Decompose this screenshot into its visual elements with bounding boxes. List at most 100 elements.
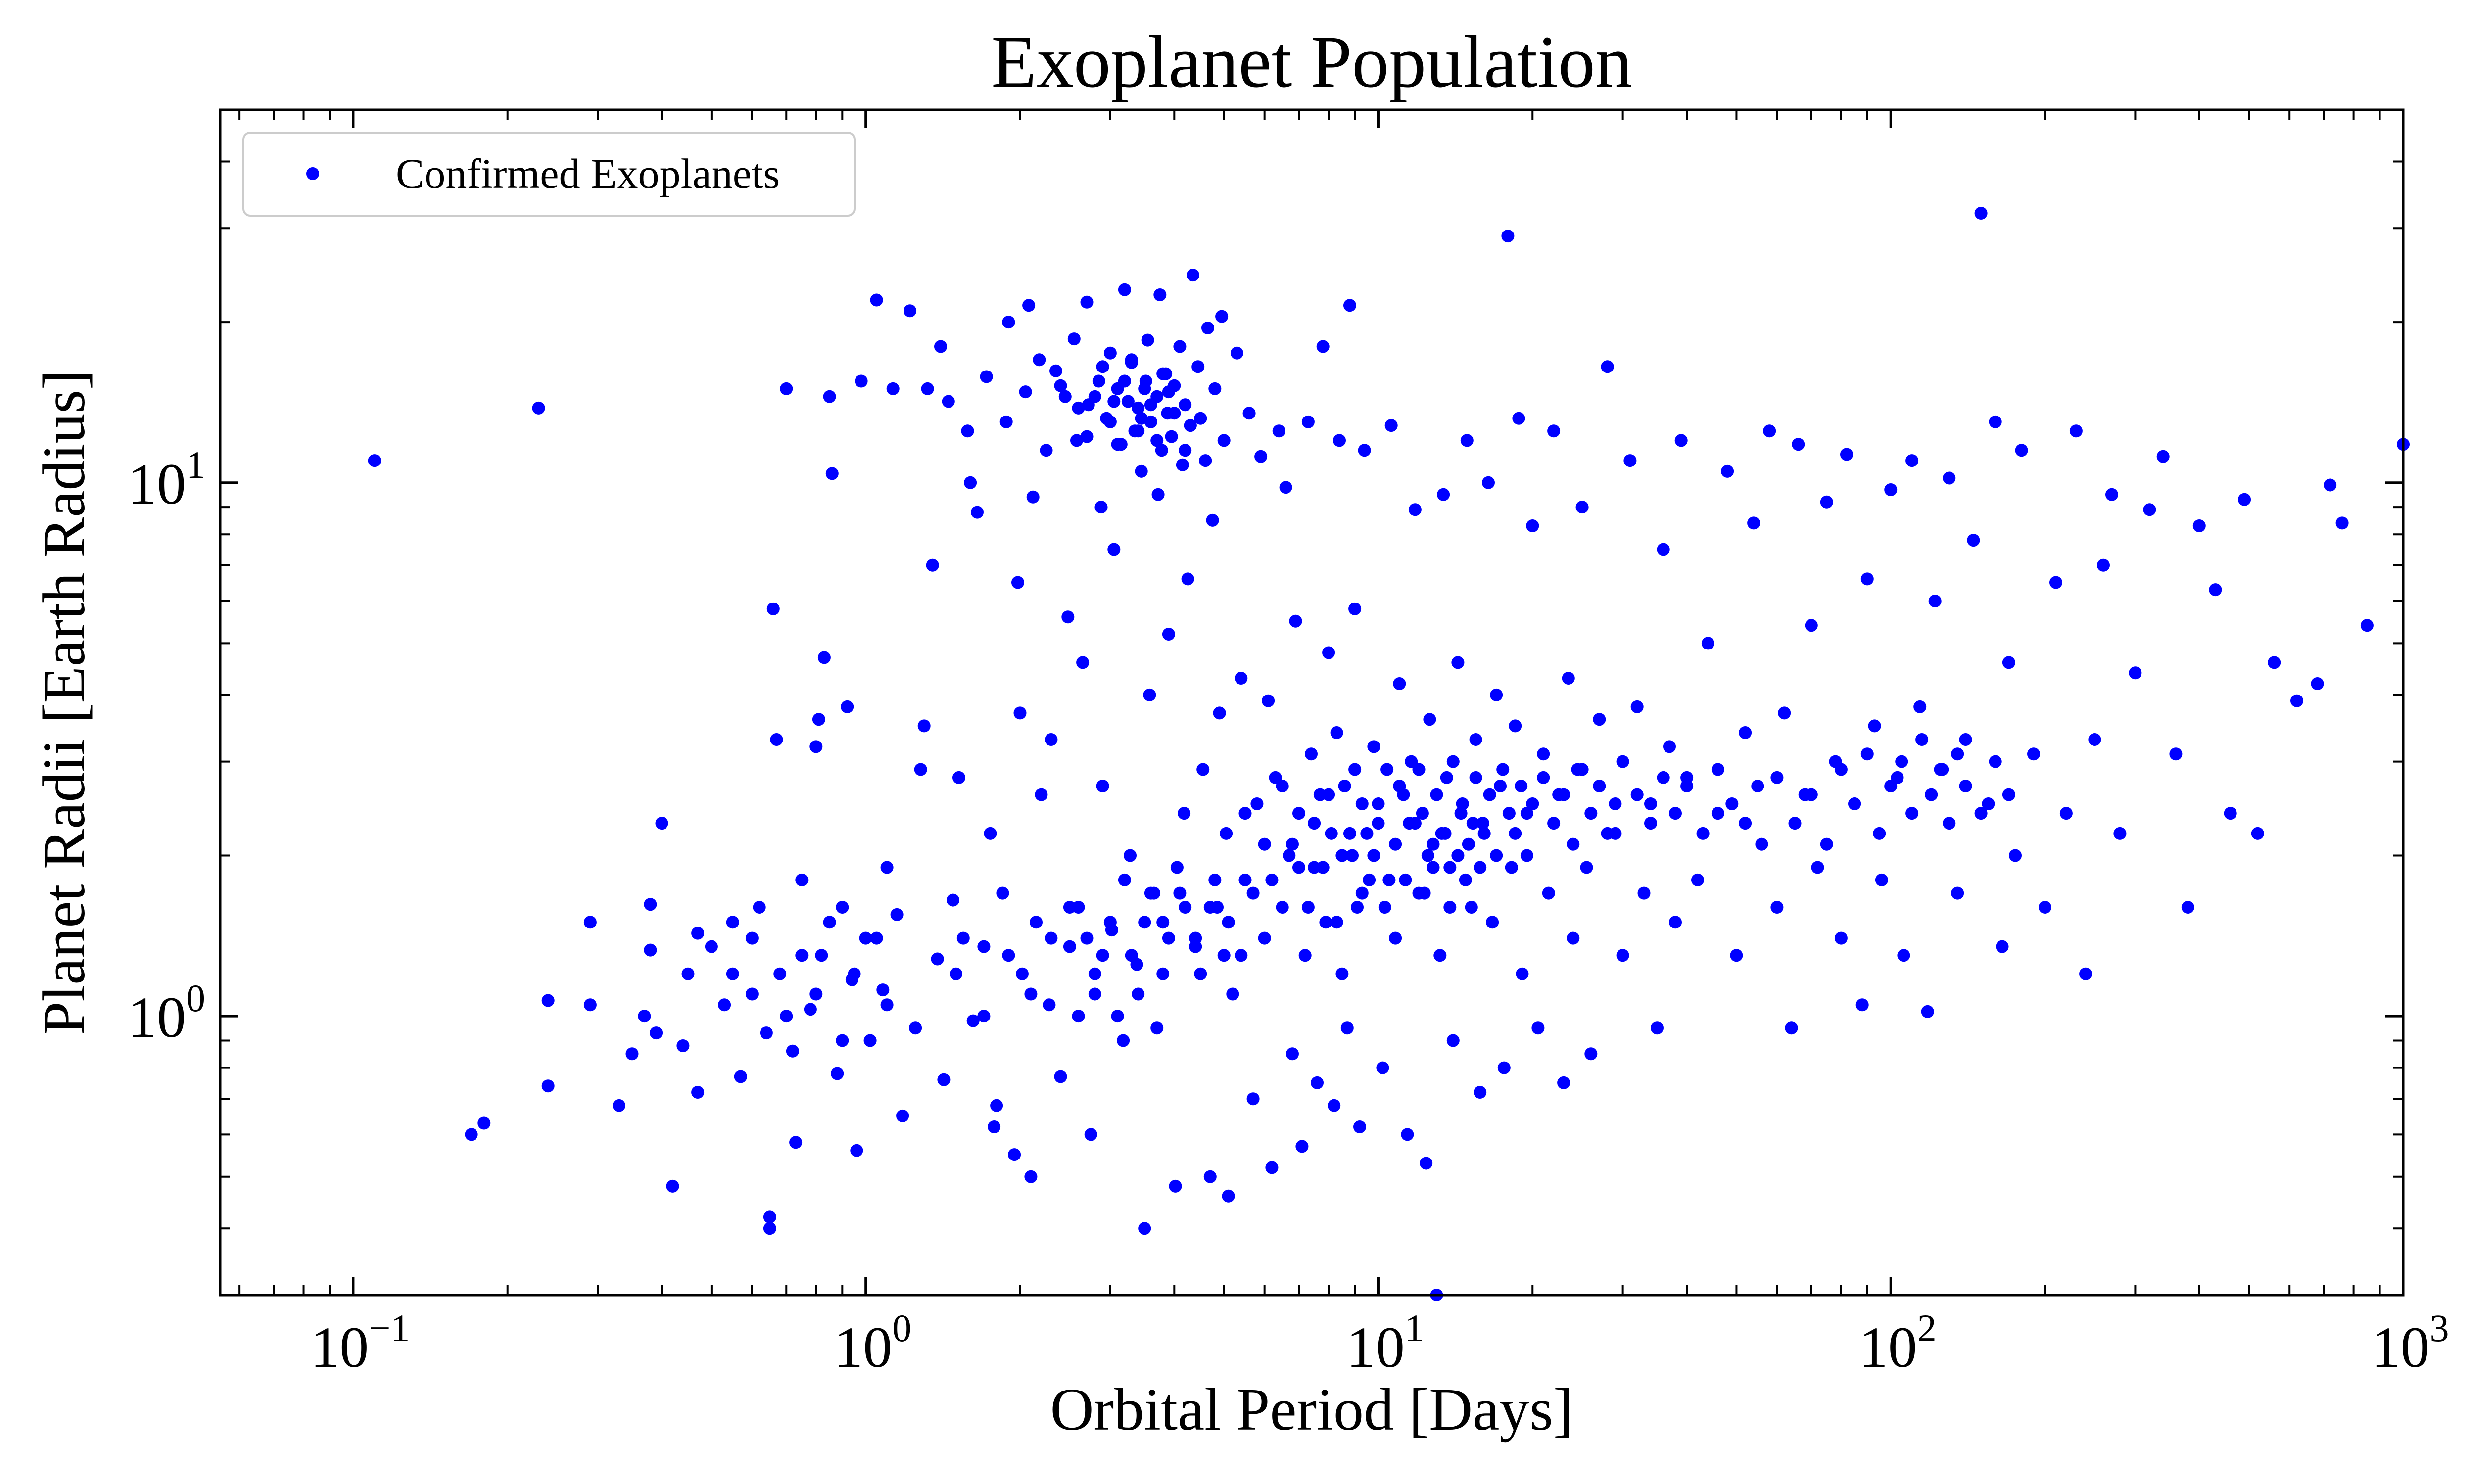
data-point (1477, 827, 1491, 840)
data-point (1531, 1021, 1545, 1035)
data-point (1168, 407, 1181, 420)
data-point (1389, 837, 1402, 851)
data-point (1430, 788, 1443, 801)
data-point (1238, 807, 1252, 820)
data-point (2113, 827, 2127, 840)
data-point (368, 454, 381, 467)
data-point (1505, 861, 1518, 874)
data-point (1080, 430, 1094, 443)
data-point (1111, 1010, 1124, 1023)
data-point (1107, 395, 1121, 408)
data-point (1054, 379, 1067, 392)
data-point (1170, 861, 1184, 874)
data-point (1515, 780, 1528, 792)
y-axis-label: Planet Radii [Earth Radius] (31, 370, 97, 1035)
data-point (950, 967, 963, 980)
data-point (1316, 340, 1330, 353)
data-point (1421, 849, 1434, 862)
data-point (1319, 916, 1332, 929)
data-point (1557, 788, 1570, 801)
data-point (1575, 501, 1589, 514)
data-point (1542, 886, 1555, 900)
data-point (1191, 360, 1205, 373)
data-point (1763, 424, 1776, 438)
data-point (1868, 719, 1881, 733)
data-point (1788, 817, 1802, 830)
data-point (1526, 797, 1539, 810)
data-point (1250, 797, 1264, 810)
data-point (1330, 726, 1343, 739)
data-point (1179, 444, 1192, 457)
data-point (1593, 780, 1606, 792)
data-point (1176, 458, 1189, 471)
data-point (1173, 340, 1187, 353)
data-point (890, 908, 904, 921)
data-point (984, 827, 997, 840)
data-point (1333, 434, 1346, 447)
x-axis-label: Orbital Period [Days] (1050, 1376, 1573, 1443)
data-point (1520, 849, 1533, 862)
data-point (780, 382, 793, 395)
data-point (789, 1136, 803, 1149)
data-point (1416, 807, 1429, 820)
data-point (773, 967, 787, 980)
data-point (1283, 849, 1296, 862)
data-point (1785, 1021, 1798, 1035)
data-point (1805, 619, 1818, 632)
data-point (1474, 861, 1487, 874)
data-point (1630, 700, 1644, 713)
data-point (937, 1073, 951, 1086)
data-point (1181, 572, 1194, 586)
data-point (1156, 967, 1170, 980)
data-point (1184, 419, 1197, 432)
data-point (1913, 700, 1927, 713)
data-point (1254, 450, 1268, 463)
data-point (1437, 488, 1450, 501)
data-point (1389, 931, 1402, 945)
data-point (1860, 572, 1874, 586)
data-point (1451, 656, 1465, 669)
data-point (2290, 694, 2303, 707)
data-point (850, 1144, 863, 1157)
data-point (1616, 949, 1629, 962)
data-point (1222, 1189, 1235, 1203)
data-point (1358, 444, 1371, 457)
data-point (1644, 797, 1657, 810)
data-point (836, 1034, 849, 1047)
data-point (1657, 543, 1670, 556)
data-point (1022, 299, 1036, 312)
data-point (2224, 807, 2237, 820)
data-point (1246, 886, 1260, 900)
data-point (1372, 797, 1385, 810)
data-point (625, 1047, 639, 1061)
data-point (859, 931, 872, 945)
data-point (1755, 837, 1768, 851)
data-point (1420, 1157, 1433, 1170)
data-point (1520, 807, 1533, 820)
data-point (1045, 733, 1058, 746)
data-point (1469, 771, 1482, 784)
data-point (1067, 332, 1081, 346)
data-point (1054, 1070, 1067, 1083)
data-point (1805, 788, 1818, 801)
data-point (1443, 901, 1457, 914)
data-point (1875, 873, 1888, 886)
data-point (705, 940, 718, 953)
data-point (1199, 454, 1212, 467)
data-point (745, 987, 759, 1001)
data-point (1951, 747, 1964, 761)
data-point (1770, 771, 1784, 784)
data-point (691, 927, 705, 940)
data-point (947, 893, 959, 907)
data-point (996, 886, 1009, 900)
data-point (1435, 827, 1448, 840)
data-point (1418, 886, 1431, 900)
data-point (952, 771, 965, 784)
data-point (1547, 424, 1561, 438)
data-point (1674, 434, 1688, 447)
data-point (1156, 916, 1170, 929)
data-point (804, 1003, 817, 1016)
data-point (1289, 614, 1302, 628)
data-point (770, 733, 783, 746)
data-point (1601, 360, 1614, 373)
